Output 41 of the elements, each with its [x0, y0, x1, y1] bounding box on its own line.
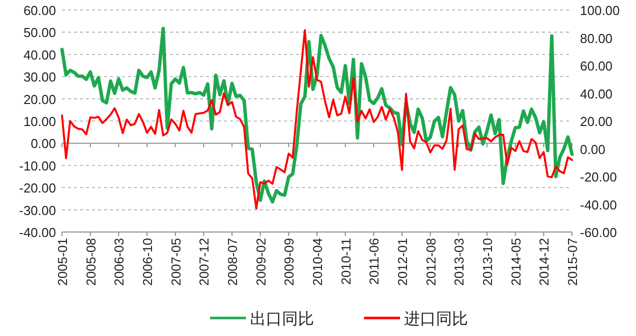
- x-tick-label: 2005-01: [55, 238, 70, 286]
- y-tick-label: 50.00: [23, 25, 56, 40]
- y-tick-label: -40.00: [19, 225, 56, 240]
- y2-tick-label: -40.00: [580, 197, 617, 212]
- y-tick-label: 60.00: [23, 3, 56, 18]
- x-tick-label: 2008-07: [225, 238, 240, 286]
- y-tick-label: -30.00: [19, 202, 56, 218]
- y2-tick-label: -60.00: [580, 225, 617, 240]
- x-tick-label: 2013-10: [480, 238, 495, 286]
- y-tick-label: 0.00: [30, 136, 56, 152]
- x-tick-label: 2005-08: [83, 238, 98, 286]
- y2-tick-label: 20.00: [580, 114, 613, 129]
- y-tick-label: -20.00: [19, 180, 56, 196]
- y2-tick-label: 80.00: [580, 30, 613, 46]
- y2-tick-label: 100.00: [580, 3, 620, 18]
- y2-tick-label: 0.00: [580, 142, 606, 157]
- x-tick-label: 2013-03: [452, 238, 467, 286]
- x-tick-label: 2012-01: [395, 238, 410, 286]
- x-tick-label: 2012-08: [423, 238, 438, 286]
- legend-label: 进口同比: [404, 310, 468, 328]
- x-tick-label: 2014-12: [536, 238, 552, 286]
- y2-tick-label: -20.00: [580, 170, 617, 184]
- x-tick-label: 2011-06: [366, 238, 382, 285]
- x-tick-label: 2009-09: [282, 238, 297, 286]
- y-tick-label: 30.00: [23, 70, 56, 85]
- x-tick-label: 2010-04: [310, 238, 325, 286]
- x-tick-label: 2007-12: [196, 238, 212, 286]
- x-tick-label: 2007-05: [168, 238, 184, 286]
- legend-label: 出口同比: [250, 310, 314, 328]
- y-tick-label: -10.00: [19, 158, 56, 174]
- y2-tick-label: 40.00: [580, 86, 613, 102]
- y2-tick-label: 60.00: [580, 58, 613, 74]
- y-tick-label: 40.00: [23, 47, 56, 62]
- y-tick-label: 10.00: [23, 114, 56, 129]
- y-tick-label: 20.00: [23, 92, 56, 107]
- x-tick-label: 2015-07: [565, 238, 580, 286]
- x-tick-label: 2010-11: [338, 238, 354, 285]
- x-tick-label: 2006-10: [140, 238, 155, 286]
- x-tick-label: 2009-02: [253, 238, 268, 286]
- x-tick-label: 2014-05: [508, 238, 524, 286]
- x-tick-label: 2006-03: [112, 238, 127, 286]
